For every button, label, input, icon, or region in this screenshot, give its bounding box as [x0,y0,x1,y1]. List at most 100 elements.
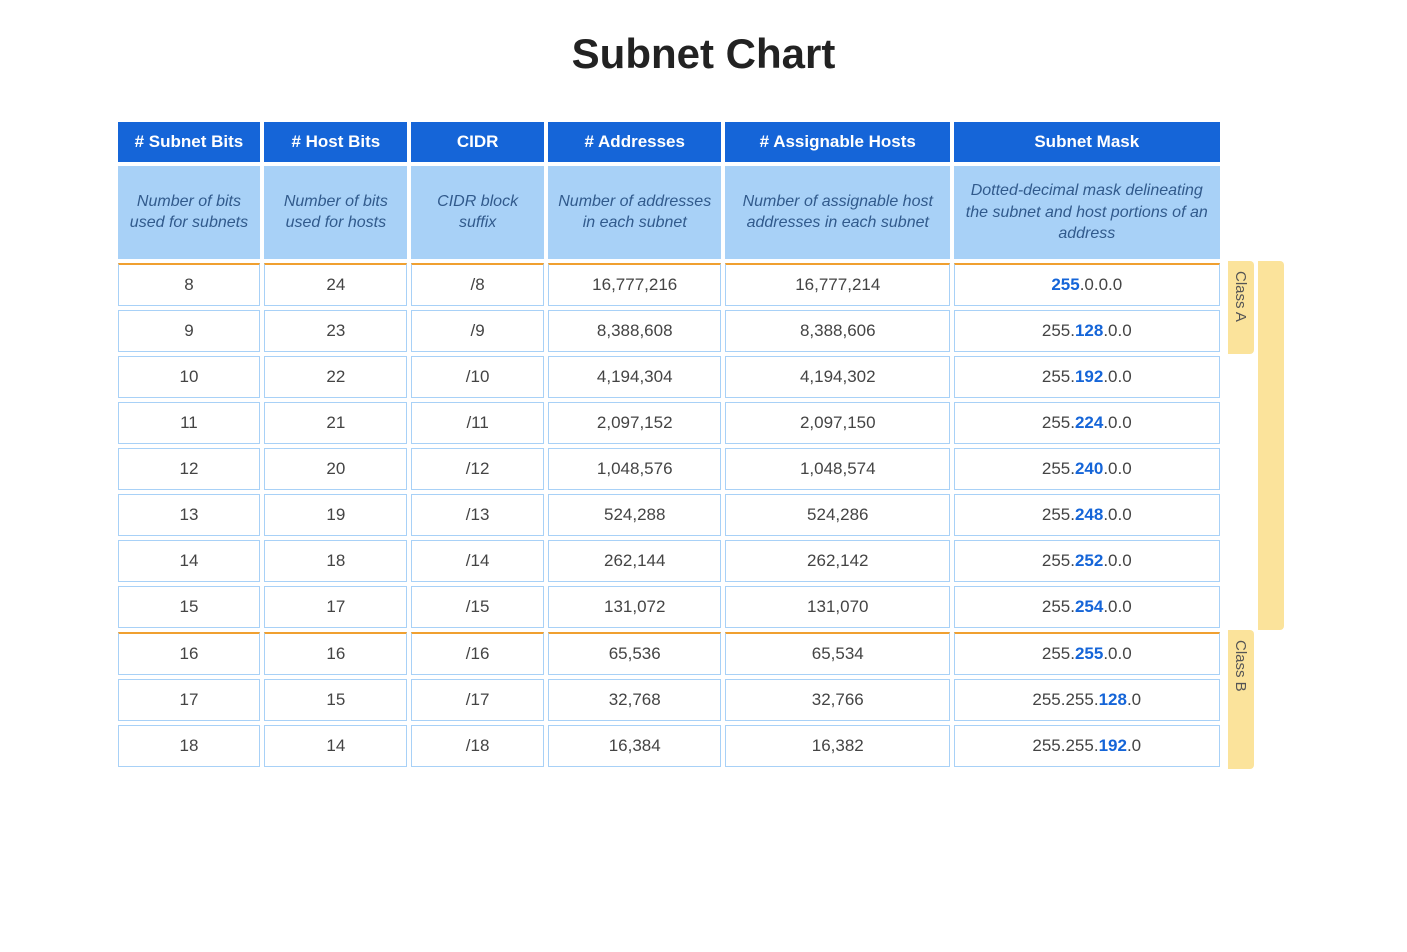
cell-subnet-mask: 255.255.192.0 [954,725,1219,767]
mask-highlight-octet: 128 [1075,321,1103,340]
table-row: 1616/1665,53665,534255.255.0.0 [118,632,1220,675]
cell-host-bits: 20 [264,448,407,490]
cell-hosts: 262,142 [725,540,950,582]
subnet-table: # Subnet Bits# Host BitsCIDR# Addresses#… [114,118,1224,771]
mask-highlight-octet: 255 [1051,275,1079,294]
mask-highlight-octet: 252 [1075,551,1103,570]
cell-subnet-mask: 255.254.0.0 [954,586,1219,628]
mask-highlight-octet: 192 [1075,367,1103,386]
cell-subnet-mask: 255.255.0.0 [954,632,1219,675]
cell-cidr: /15 [411,586,544,628]
cell-addresses: 65,536 [548,632,722,675]
cell-addresses: 16,384 [548,725,722,767]
cell-addresses: 8,388,608 [548,310,722,352]
mask-highlight-octet: 255 [1075,644,1103,663]
cell-subnet-mask: 255.128.0.0 [954,310,1219,352]
cell-hosts: 8,388,606 [725,310,950,352]
column-description: Number of addresses in each subnet [548,166,722,259]
cell-cidr: /11 [411,402,544,444]
cell-host-bits: 15 [264,679,407,721]
table-header-row: # Subnet Bits# Host BitsCIDR# Addresses#… [118,122,1220,162]
cell-addresses: 4,194,304 [548,356,722,398]
column-header: # Subnet Bits [118,122,261,162]
table-row: 1022/104,194,3044,194,302255.192.0.0 [118,356,1220,398]
cell-cidr: /18 [411,725,544,767]
column-description: CIDR block suffix [411,166,544,259]
cell-addresses: 1,048,576 [548,448,722,490]
cell-addresses: 131,072 [548,586,722,628]
cell-subnet-bits: 10 [118,356,261,398]
cell-subnet-bits: 13 [118,494,261,536]
table-row: 1319/13524,288524,286255.248.0.0 [118,494,1220,536]
cell-host-bits: 22 [264,356,407,398]
cell-hosts: 16,382 [725,725,950,767]
cell-cidr: /13 [411,494,544,536]
cell-subnet-mask: 255.0.0.0 [954,263,1219,306]
mask-highlight-octet: 192 [1099,736,1127,755]
cell-subnet-bits: 14 [118,540,261,582]
cell-hosts: 65,534 [725,632,950,675]
cell-host-bits: 18 [264,540,407,582]
mask-highlight-octet: 240 [1075,459,1103,478]
cell-addresses: 16,777,216 [548,263,722,306]
table-row: 1715/1732,76832,766255.255.128.0 [118,679,1220,721]
cell-host-bits: 17 [264,586,407,628]
cell-subnet-bits: 16 [118,632,261,675]
table-description-row: Number of bits used for subnetsNumber of… [118,166,1220,259]
cell-cidr: /9 [411,310,544,352]
cell-cidr: /16 [411,632,544,675]
cell-addresses: 262,144 [548,540,722,582]
cell-hosts: 16,777,214 [725,263,950,306]
cell-cidr: /8 [411,263,544,306]
cell-host-bits: 23 [264,310,407,352]
page-title: Subnet Chart [40,30,1367,78]
cell-subnet-mask: 255.248.0.0 [954,494,1219,536]
cell-addresses: 524,288 [548,494,722,536]
table-row: 1517/15131,072131,070255.254.0.0 [118,586,1220,628]
cell-addresses: 32,768 [548,679,722,721]
mask-highlight-octet: 254 [1075,597,1103,616]
cell-subnet-bits: 17 [118,679,261,721]
cell-cidr: /12 [411,448,544,490]
cell-hosts: 32,766 [725,679,950,721]
column-header: CIDR [411,122,544,162]
cell-host-bits: 14 [264,725,407,767]
column-header: # Host Bits [264,122,407,162]
cell-subnet-bits: 8 [118,263,261,306]
column-header: # Assignable Hosts [725,122,950,162]
cell-hosts: 4,194,302 [725,356,950,398]
cell-hosts: 2,097,150 [725,402,950,444]
cell-cidr: /17 [411,679,544,721]
table-row: 1121/112,097,1522,097,150255.224.0.0 [118,402,1220,444]
cell-subnet-bits: 18 [118,725,261,767]
mask-highlight-octet: 224 [1075,413,1103,432]
column-description: Number of bits used for hosts [264,166,407,259]
cell-subnet-bits: 12 [118,448,261,490]
cell-hosts: 1,048,574 [725,448,950,490]
class-tab-label: Class B [1228,630,1254,769]
cell-host-bits: 16 [264,632,407,675]
cell-cidr: /10 [411,356,544,398]
column-description: Number of bits used for subnets [118,166,261,259]
cell-subnet-mask: 255.255.128.0 [954,679,1219,721]
class-tab-label: Class A [1228,261,1254,354]
cell-subnet-mask: 255.240.0.0 [954,448,1219,490]
cell-subnet-bits: 15 [118,586,261,628]
column-header: Subnet Mask [954,122,1219,162]
mask-highlight-octet: 128 [1099,690,1127,709]
cell-host-bits: 21 [264,402,407,444]
mask-highlight-octet: 248 [1075,505,1103,524]
class-tab-range [1258,261,1284,630]
table-row: 923/98,388,6088,388,606255.128.0.0 [118,310,1220,352]
subnet-chart: # Subnet Bits# Host BitsCIDR# Addresses#… [114,118,1294,771]
table-row: 1418/14262,144262,142255.252.0.0 [118,540,1220,582]
cell-subnet-mask: 255.192.0.0 [954,356,1219,398]
cell-host-bits: 24 [264,263,407,306]
column-header: # Addresses [548,122,722,162]
cell-hosts: 131,070 [725,586,950,628]
table-row: 824/816,777,21616,777,214255.0.0.0 [118,263,1220,306]
cell-subnet-bits: 9 [118,310,261,352]
column-description: Number of assignable host addresses in e… [725,166,950,259]
cell-subnet-mask: 255.224.0.0 [954,402,1219,444]
column-description: Dotted-decimal mask delineating the subn… [954,166,1219,259]
